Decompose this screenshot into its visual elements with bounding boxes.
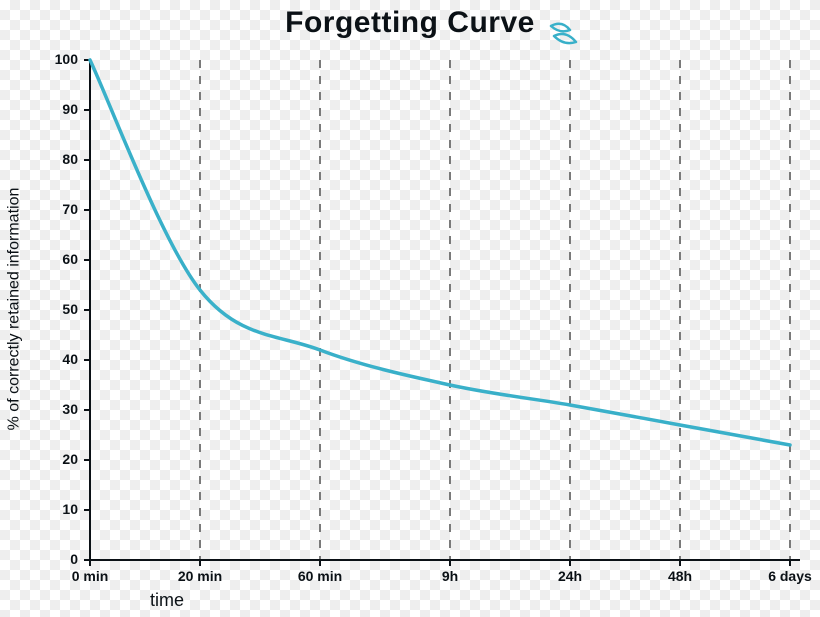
- y-tick-label: 20: [48, 451, 78, 467]
- x-tick-label: 48h: [668, 568, 692, 584]
- x-tick-label: 20 min: [178, 568, 222, 584]
- y-tick-label: 100: [48, 51, 78, 67]
- y-tick-label: 50: [48, 301, 78, 317]
- chart-svg: [0, 0, 820, 617]
- y-axis-label-text: % of correctly retained information: [5, 187, 23, 430]
- chart-title: Forgetting Curve: [0, 6, 820, 40]
- x-axis-label: time: [150, 590, 184, 611]
- y-tick-label: 30: [48, 401, 78, 417]
- x-tick-label: 6 days: [768, 568, 812, 584]
- y-tick-label: 70: [48, 201, 78, 217]
- x-tick-label: 9h: [442, 568, 458, 584]
- x-tick-label: 0 min: [72, 568, 109, 584]
- y-tick-label: 90: [48, 101, 78, 117]
- y-tick-label: 10: [48, 501, 78, 517]
- x-tick-label: 60 min: [298, 568, 342, 584]
- y-tick-label: 60: [48, 251, 78, 267]
- y-tick-label: 0: [48, 551, 78, 567]
- grid-lines: [200, 60, 790, 560]
- y-axis-label: % of correctly retained information: [2, 0, 26, 617]
- title-flourish-icon: [548, 20, 588, 50]
- forgetting-curve-line: [90, 60, 790, 445]
- axes: [90, 60, 800, 560]
- y-tick-label: 80: [48, 151, 78, 167]
- x-tick-label: 24h: [558, 568, 582, 584]
- y-tick-label: 40: [48, 351, 78, 367]
